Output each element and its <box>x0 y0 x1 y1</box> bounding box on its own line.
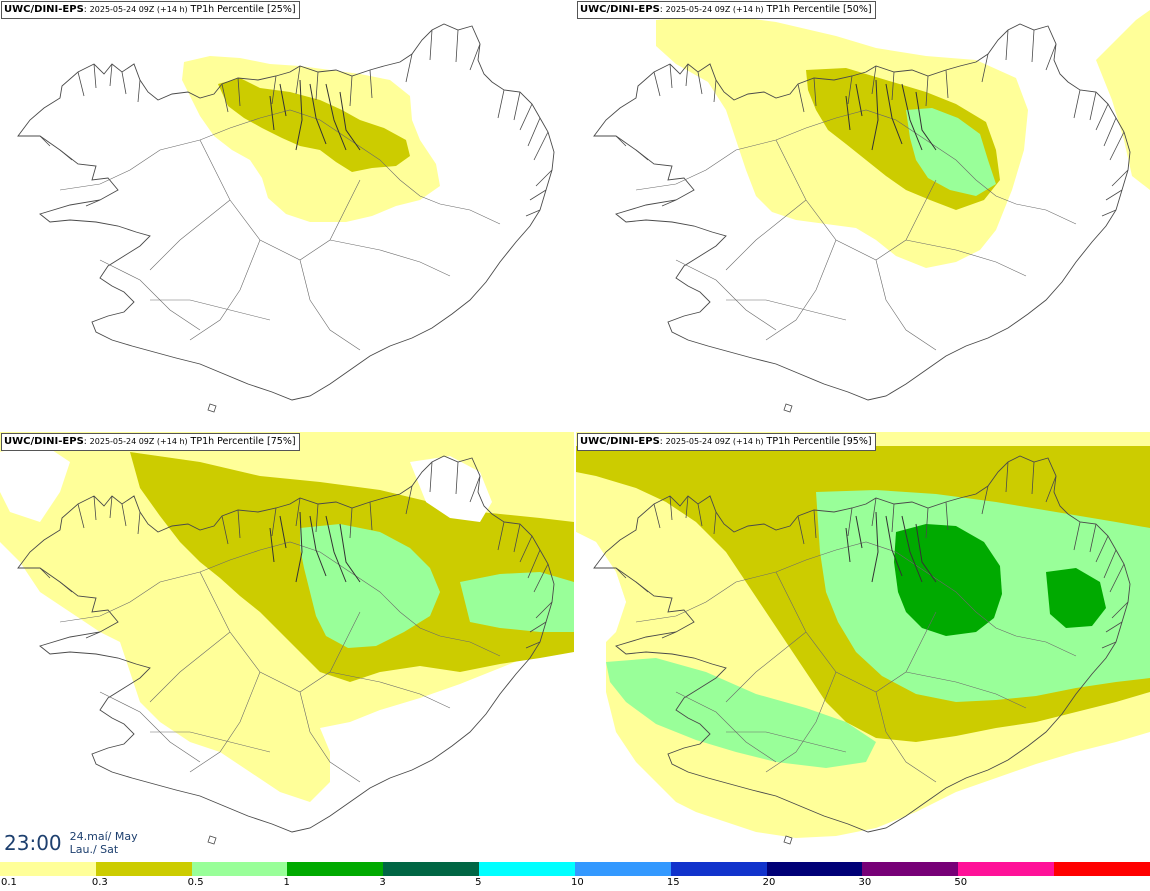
valid-time-box: 23:00 24.maí/ May Lau./ Sat <box>0 826 138 860</box>
valid-hour: 23:00 <box>4 831 62 855</box>
panel-title: UWC/DINI-EPS: 2025-05-24 09Z (+14 h) TP1… <box>577 433 876 451</box>
valid-day: Lau./ Sat <box>69 843 119 856</box>
precip-map <box>576 432 1150 845</box>
precip-map <box>0 432 574 845</box>
legend-tick-label: 1 <box>283 877 290 888</box>
legend-swatch <box>574 862 671 876</box>
legend-swatch <box>383 862 480 876</box>
legend-swatch <box>862 862 959 876</box>
legend-tick-label: 20 <box>762 877 776 888</box>
legend-swatch <box>670 862 767 876</box>
legend-tick-label: 30 <box>858 877 872 888</box>
map-panel-95: UWC/DINI-EPS: 2025-05-24 09Z (+14 h) TP1… <box>576 432 1150 862</box>
legend-tick-label: 5 <box>475 877 482 888</box>
legend-swatch <box>479 862 575 876</box>
legend-tick-label: 10 <box>571 877 584 888</box>
panel-title: UWC/DINI-EPS: 2025-05-24 09Z (+14 h) TP1… <box>577 1 876 19</box>
legend-swatch <box>766 862 863 876</box>
panel-title: UWC/DINI-EPS: 2025-05-24 09Z (+14 h) TP1… <box>1 433 300 451</box>
legend-tick-label: 15 <box>666 877 680 888</box>
map-panel-50: UWC/DINI-EPS: 2025-05-24 09Z (+14 h) TP1… <box>576 0 1150 430</box>
legend-tick-label: 0.5 <box>187 877 204 888</box>
legend-swatch <box>287 862 384 876</box>
legend-tick-label: 3 <box>379 877 386 888</box>
legend-tick-label: 0.3 <box>91 877 108 888</box>
map-panel-75: UWC/DINI-EPS: 2025-05-24 09Z (+14 h) TP1… <box>0 432 574 862</box>
color-legend: 0.1 0.3 0.5 1 3 5 10 15 20 30 50 <box>0 862 1150 891</box>
legend-swatch <box>95 862 192 876</box>
legend-swatch <box>958 862 1055 876</box>
precip-map <box>593 10 1150 413</box>
legend-color-bar <box>0 862 1150 876</box>
legend-tick-label: 0.1 <box>1 877 17 888</box>
legend-swatch <box>191 862 288 876</box>
precip-map <box>17 23 555 413</box>
panel-title: UWC/DINI-EPS: 2025-05-24 09Z (+14 h) TP1… <box>1 1 300 19</box>
legend-swatch <box>1054 862 1150 876</box>
legend-tick-label: 50 <box>954 877 968 888</box>
valid-date: 24.maí/ May <box>69 830 138 843</box>
legend-swatch <box>0 862 96 876</box>
map-panel-25: UWC/DINI-EPS: 2025-05-24 09Z (+14 h) TP1… <box>0 0 574 430</box>
